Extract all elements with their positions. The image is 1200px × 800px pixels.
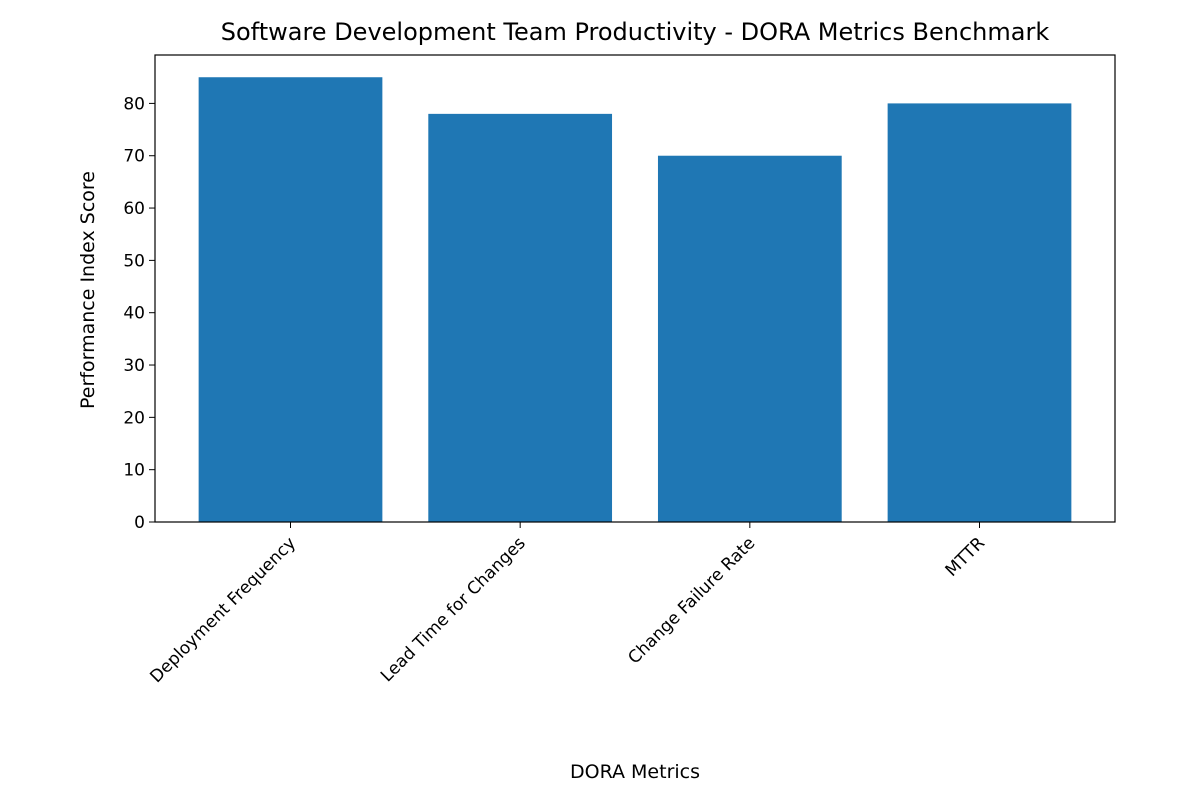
x-axis-label: DORA Metrics xyxy=(570,761,700,783)
y-tick-label: 50 xyxy=(123,251,145,271)
y-tick-label: 0 xyxy=(134,513,145,533)
y-axis-label: Performance Index Score xyxy=(77,171,99,409)
bar xyxy=(657,155,842,522)
chart-title: Software Development Team Productivity -… xyxy=(221,18,1050,46)
y-tick-label: 30 xyxy=(123,356,145,376)
x-tick-label: MTTR xyxy=(942,533,989,580)
y-tick-label: 40 xyxy=(123,304,145,324)
y-tick-label: 80 xyxy=(123,94,145,114)
x-tick-label: Deployment Frequency xyxy=(146,533,300,687)
plot-frame xyxy=(154,54,1116,523)
y-tick-label: 70 xyxy=(123,147,145,167)
y-tick-label: 10 xyxy=(123,461,145,481)
y-tick-label: 20 xyxy=(123,408,145,428)
bar xyxy=(198,77,383,522)
bar xyxy=(428,113,613,523)
x-tick-label: Lead Time for Changes xyxy=(377,533,530,686)
bar xyxy=(887,103,1072,522)
y-tick-label: 60 xyxy=(123,199,145,219)
x-tick-label: Change Failure Rate xyxy=(624,533,759,668)
